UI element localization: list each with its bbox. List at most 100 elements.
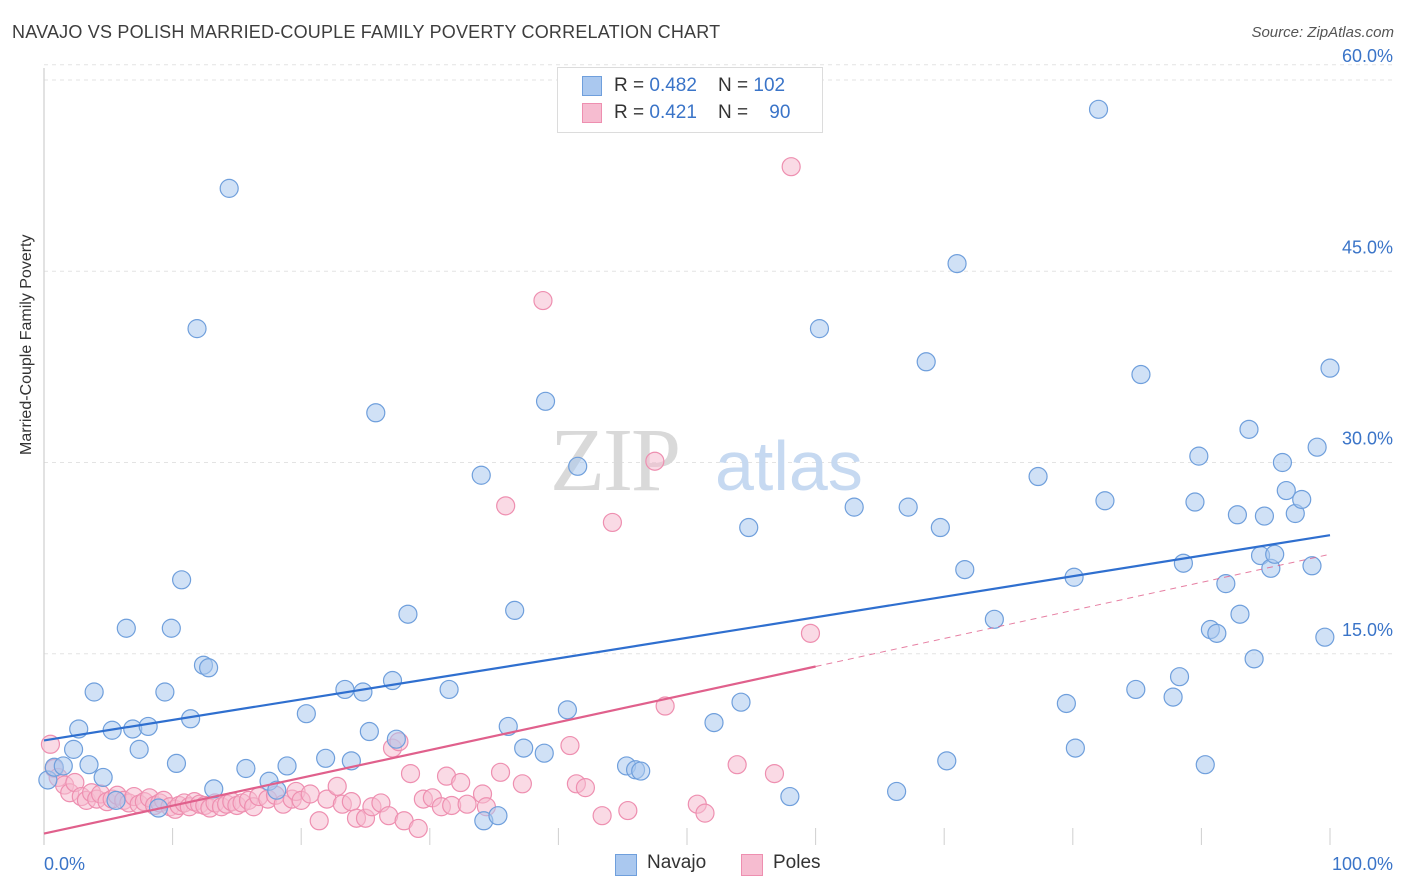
trend-lines [43, 534, 1331, 835]
navajo-point [1272, 452, 1293, 473]
poles-point [602, 512, 623, 533]
poles-point [645, 451, 665, 471]
navajo-point [535, 391, 556, 411]
navajo-point [739, 517, 759, 538]
x-tick-label: 100.0% [1332, 854, 1393, 874]
poles-point [781, 157, 801, 177]
navajo-point [1207, 623, 1227, 643]
navajo-point [79, 755, 99, 775]
navajo-point [498, 716, 518, 737]
navajo-point [353, 682, 373, 702]
source-label: Source: ZipAtlas.com [1251, 24, 1394, 41]
navajo-point [568, 456, 588, 476]
navajo-point [1292, 489, 1312, 510]
navajo-point [1185, 492, 1205, 512]
navajo-point [1216, 574, 1236, 594]
navajo-point [296, 704, 316, 724]
navajo-point [1254, 506, 1275, 526]
navajo-point [488, 806, 508, 826]
poles-point [560, 735, 580, 756]
y-tick-label: 60.0% [1342, 46, 1393, 66]
navajo-point [1230, 604, 1250, 624]
navajo-point [887, 781, 907, 802]
chart-title: NAVAJO VS POLISH MARRIED-COUPLE FAMILY P… [12, 22, 721, 42]
navajo-point [471, 465, 491, 485]
navajo-point [386, 729, 406, 749]
navajo-point [398, 604, 418, 624]
navajo-point [984, 609, 1004, 629]
series-navajo-points [38, 99, 1340, 831]
x-tick-label: 0.0% [44, 854, 85, 874]
navajo-point [166, 753, 187, 774]
navajo-point [359, 721, 379, 742]
navajo-point [1189, 446, 1209, 466]
navajo-r-value: 0.482 [649, 75, 697, 96]
watermark: ZIP atlas [550, 411, 863, 510]
poles-point [512, 774, 532, 794]
navajo-point [267, 780, 287, 800]
poles-point [592, 806, 612, 826]
navajo-point [1169, 667, 1190, 687]
navajo-point [731, 692, 751, 712]
navajo-point [955, 559, 975, 580]
y-tick-label: 15.0% [1342, 620, 1393, 640]
navajo-point [916, 352, 936, 372]
poles-point [695, 803, 715, 823]
poles-point [408, 818, 428, 839]
navajo-point [1195, 755, 1215, 775]
navajo-point [219, 178, 239, 198]
navajo-point [1239, 419, 1259, 439]
navajo-point [172, 570, 192, 590]
poles-point [727, 755, 747, 775]
poles-point [451, 772, 471, 793]
navajo-point [1131, 364, 1151, 385]
navajo-n-label: N = [718, 75, 754, 96]
navajo-point [1307, 437, 1327, 457]
navajo-point [439, 679, 459, 700]
navajo-point [1320, 358, 1340, 378]
navajo-point [1126, 679, 1146, 700]
y-axis-label: Married-Couple Family Poverty [18, 234, 35, 455]
navajo-point [557, 700, 578, 720]
poles-swatch [582, 103, 602, 123]
navajo-point [84, 682, 104, 702]
navajo-point [366, 403, 386, 423]
y-tick-label: 30.0% [1342, 429, 1393, 449]
navajo-point [809, 319, 830, 339]
navajo-point [704, 712, 724, 733]
poles-point [300, 784, 320, 804]
poles-point [327, 776, 347, 796]
navajo-point [1315, 627, 1335, 647]
navajo-point [1163, 687, 1183, 707]
poles-point [341, 792, 361, 812]
navajo-r-label: R = [614, 75, 650, 96]
navajo-point [138, 716, 158, 737]
navajo-point [1065, 738, 1085, 758]
navajo-point [1227, 505, 1248, 525]
navajo-point [1244, 649, 1264, 669]
series-poles-points [40, 157, 821, 839]
poles-r-value: 0.421 [649, 102, 697, 123]
navajo-point [316, 748, 336, 768]
navajo-point [947, 254, 967, 274]
navajo-point [116, 618, 136, 638]
navajo-point [1276, 480, 1296, 501]
poles-point [400, 763, 421, 784]
navajo-point [780, 786, 800, 807]
navajo-legend-label: Navajo [647, 852, 707, 873]
navajo-point [505, 600, 525, 621]
navajo-trend-line [43, 534, 1331, 742]
watermark-atlas: atlas [715, 427, 863, 505]
navajo-n-value: 102 [753, 75, 786, 96]
poles-legend-label: Poles [773, 852, 821, 873]
poles-point [496, 496, 516, 516]
navajo-point [129, 739, 149, 759]
navajo-point [930, 517, 950, 538]
poles-trend-line [43, 665, 816, 835]
navajo-point [1088, 99, 1109, 119]
navajo-point [937, 751, 957, 771]
poles-point [309, 811, 329, 831]
navajo-point [1302, 556, 1322, 576]
navajo-point [187, 319, 207, 339]
